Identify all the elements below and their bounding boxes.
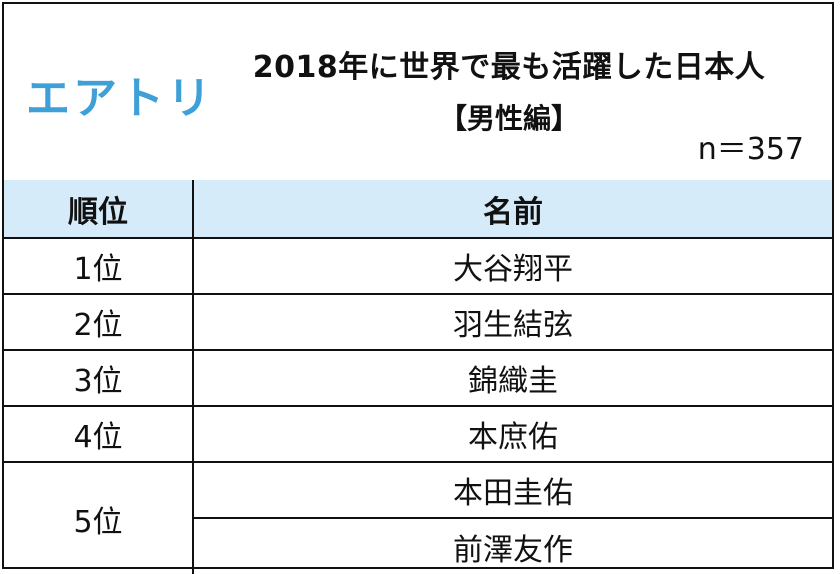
name-cell: 大谷翔平 bbox=[192, 237, 832, 295]
table-row: 前澤友作 bbox=[4, 517, 832, 574]
column-header-rank: 順位 bbox=[4, 180, 194, 239]
table-row: 1位 大谷翔平 bbox=[4, 237, 832, 295]
ranking-table: 順位 名前 1位 大谷翔平 2位 羽生結弦 3位 錦織圭 4位 本庶佑 5位 本… bbox=[4, 180, 832, 574]
rank-cell: 5位 bbox=[4, 461, 194, 574]
header: エアトリ 2018年に世界で最も活躍した日本人 【男性編】 n＝357 bbox=[4, 4, 832, 182]
table-row: 5位 本田圭佑 bbox=[4, 461, 832, 574]
table-row: 3位 錦織圭 bbox=[4, 349, 832, 407]
column-header-name: 名前 bbox=[192, 180, 832, 239]
page-subtitle: 【男性編】 bbox=[438, 102, 579, 135]
table-header-row: 順位 名前 bbox=[4, 180, 832, 239]
name-cell: 前澤友作 bbox=[192, 517, 832, 574]
rank-cell: 3位 bbox=[4, 349, 194, 407]
rank-cell: 2位 bbox=[4, 293, 194, 351]
name-cell: 羽生結弦 bbox=[192, 293, 832, 351]
sample-size: n＝357 bbox=[697, 132, 804, 167]
airtrip-logo: エアトリ bbox=[26, 73, 214, 124]
name-cell: 本庶佑 bbox=[192, 405, 832, 463]
name-cell: 本田圭佑 bbox=[192, 461, 832, 519]
rank-cell: 4位 bbox=[4, 405, 194, 463]
name-cell: 錦織圭 bbox=[192, 349, 832, 407]
page-title: 2018年に世界で最も活躍した日本人 bbox=[252, 50, 766, 85]
rank-cell: 1位 bbox=[4, 237, 194, 295]
table-row: 2位 羽生結弦 bbox=[4, 293, 832, 351]
table-row: 4位 本庶佑 bbox=[4, 405, 832, 463]
